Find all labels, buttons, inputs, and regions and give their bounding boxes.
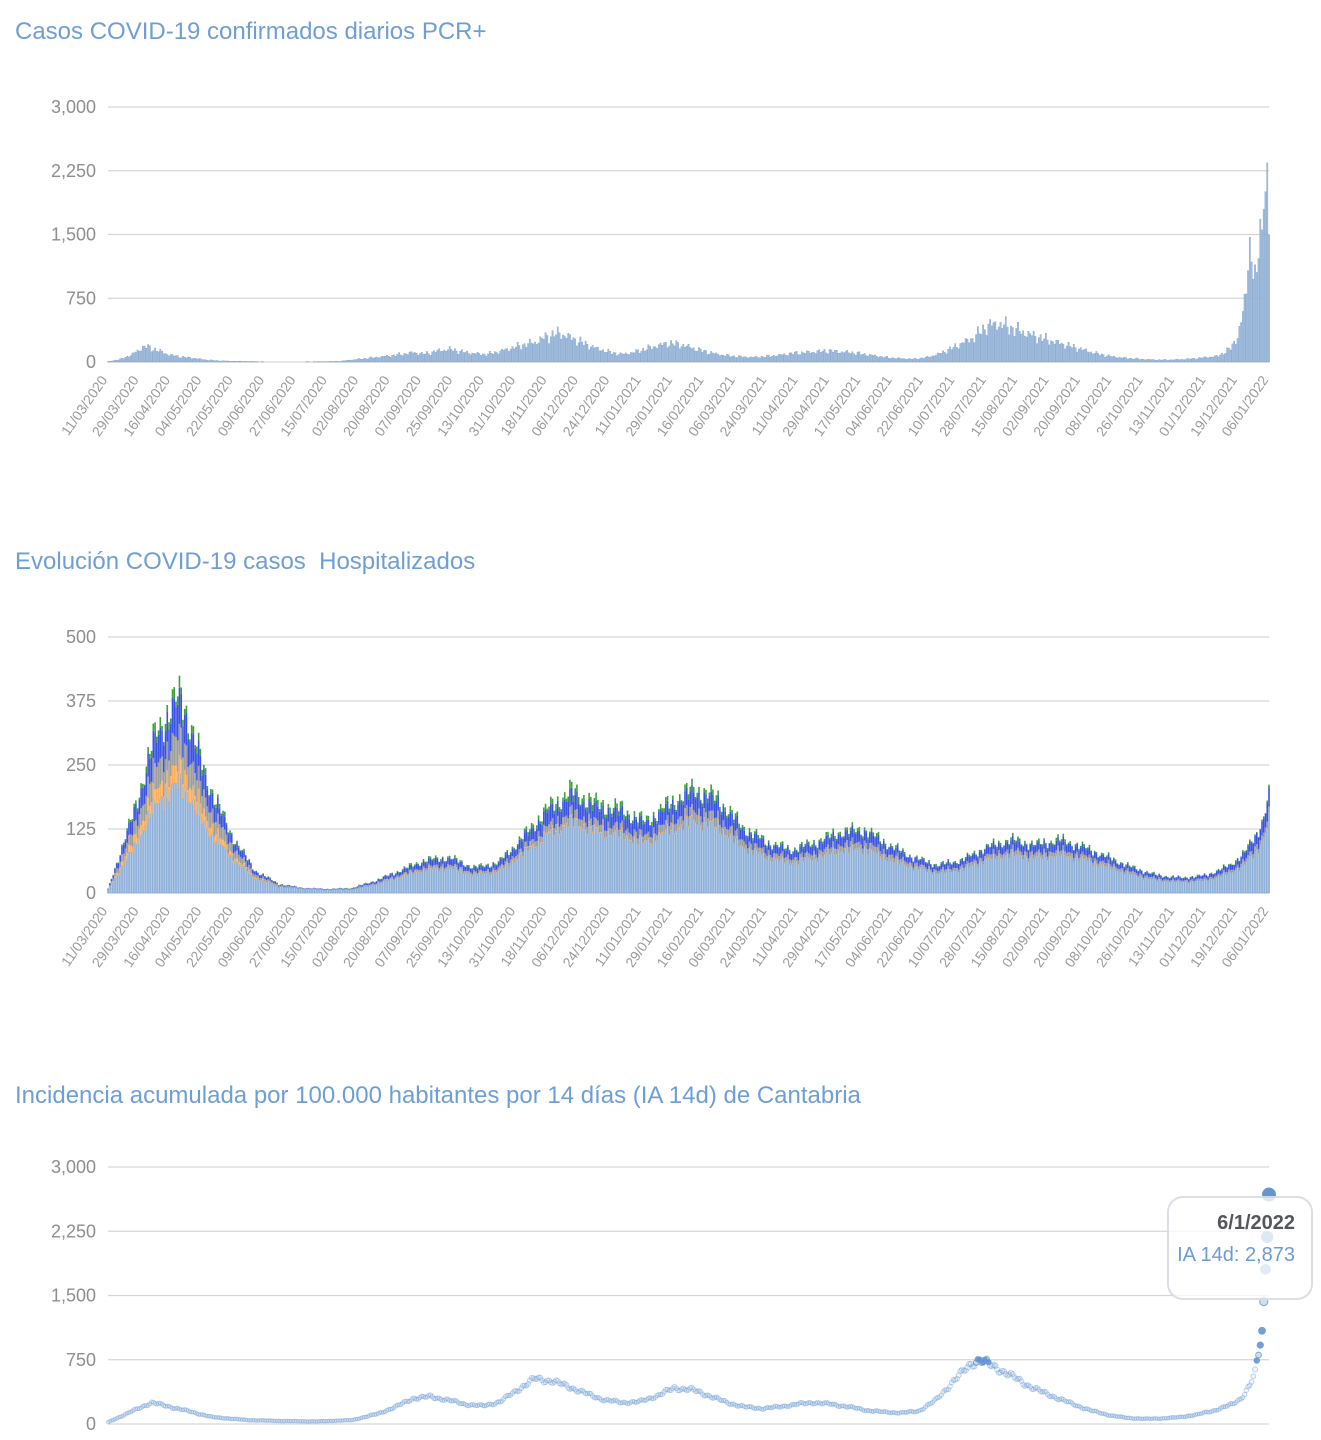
hospitalized-serie-gris[interactable]	[107, 723, 1270, 891]
tooltip-value: IA 14d: 2,873	[1177, 1244, 1295, 1266]
y-axis-labels: 3,000 2,250 1,500 750 0	[51, 1157, 96, 1434]
y-axis-label: 0	[86, 1414, 96, 1434]
gridlines	[108, 1166, 1269, 1425]
pcr-daily-cases-chart[interactable]: 3,000 2,250 1,500 750 011/03/202029/03/20201…	[0, 80, 1321, 510]
y-axis-label: 2,250	[51, 161, 96, 181]
pcr-bars[interactable]	[107, 162, 1270, 363]
ia14d-dots[interactable]	[105, 1187, 1277, 1425]
y-axis-label: 500	[66, 627, 96, 647]
y-axis-label: 375	[66, 691, 96, 711]
hospitalized-serie-azul[interactable]	[107, 687, 1270, 890]
tooltip-date: 6/1/2022	[1217, 1212, 1295, 1234]
y-axis-label: 250	[66, 755, 96, 775]
hospitalized-stacked-chart[interactable]: 500 375 250 125 011/03/202029/03/202016/04/2…	[0, 610, 1321, 1040]
hospitalized-serie-verde[interactable]	[108, 675, 1270, 889]
x-axis-labels: 11/03/202029/03/202016/04/202004/05/2020…	[58, 372, 1272, 439]
y-axis-label: 0	[86, 352, 96, 372]
pcr-chart-title: Casos COVID-19 confirmados diarios PCR+	[15, 18, 487, 45]
y-axis-label: 0	[86, 883, 96, 903]
gridlines	[108, 106, 1269, 363]
ia14d-chart-title: Incidencia acumulada por 100.000 habitan…	[15, 1082, 861, 1109]
y-axis-label: 1,500	[51, 1286, 96, 1306]
y-axis-label: 750	[66, 288, 96, 308]
ia14d-scatter-chart[interactable]: 3,000 2,250 1,500 750 0	[0, 1140, 1321, 1440]
y-axis-labels: 500 375 250 125 0	[66, 627, 96, 903]
x-axis-labels: 11/03/202029/03/202016/04/202004/05/2020…	[58, 903, 1272, 970]
y-axis-label: 2,250	[51, 1221, 96, 1241]
y-axis-label: 1,500	[51, 225, 96, 245]
y-axis-label: 3,000	[51, 97, 96, 117]
y-axis-label: 3,000	[51, 1157, 96, 1177]
y-axis-labels: 3,000 2,250 1,500 750 0	[51, 97, 96, 372]
y-axis-label: 750	[66, 1350, 96, 1370]
hospitalized-serie-azul-claro[interactable]	[107, 773, 1270, 894]
data-point-tooltip: 6/1/2022 IA 14d: 2,873	[1167, 1196, 1313, 1300]
y-axis-label: 125	[66, 819, 96, 839]
hospitalized-serie-naranja[interactable]	[108, 754, 1270, 887]
hospitalized-chart-title: Evolución COVID-19 casos Hospitalizados	[15, 548, 476, 575]
